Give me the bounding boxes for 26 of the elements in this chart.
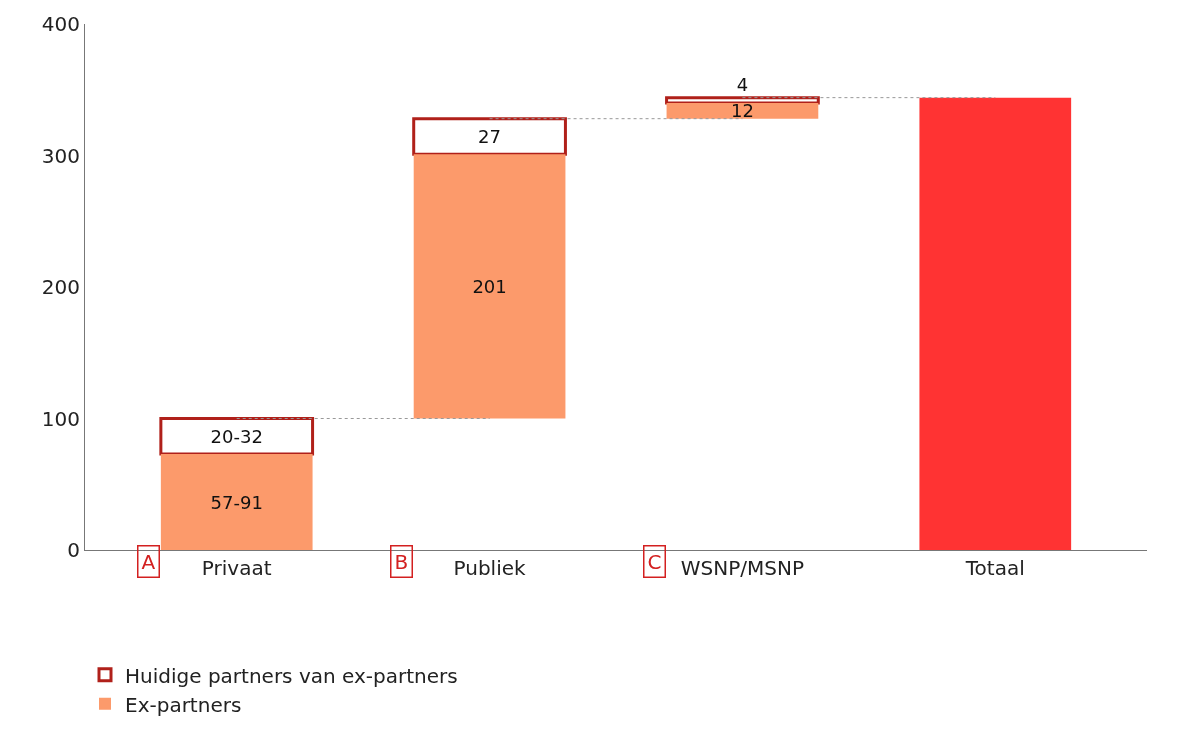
- data-label: 201: [472, 275, 507, 297]
- data-label: 20-32: [210, 425, 263, 447]
- bar: [412, 117, 567, 156]
- legend-label: Huidige partners van ex-partners: [125, 663, 458, 688]
- data-label: 4: [736, 73, 749, 95]
- annotation: A: [141, 549, 156, 574]
- legend-label: Ex-partners: [125, 692, 242, 717]
- x-tick-label: Privaat: [201, 556, 272, 580]
- x-tick-label: Publiek: [453, 556, 527, 580]
- bar: [919, 97, 1072, 550]
- bar: [666, 102, 819, 119]
- data-label: 12: [730, 100, 754, 122]
- y-tick-label: 200: [41, 275, 80, 299]
- annotation: C: [647, 549, 662, 574]
- x-tick-label: WSNP/MSNP: [680, 556, 805, 580]
- annotation: B: [394, 549, 409, 574]
- bar: [159, 417, 315, 456]
- bar: [160, 454, 313, 550]
- x-tick-label: Totaal: [964, 556, 1025, 580]
- y-tick-label: 400: [41, 12, 80, 36]
- y-tick-label: 100: [41, 406, 80, 431]
- data-label: 57-91: [210, 491, 263, 513]
- bar: [413, 154, 566, 419]
- y-tick-label: 300: [41, 143, 80, 168]
- data-label: 27: [478, 125, 502, 147]
- y-tick-label: 0: [67, 538, 80, 562]
